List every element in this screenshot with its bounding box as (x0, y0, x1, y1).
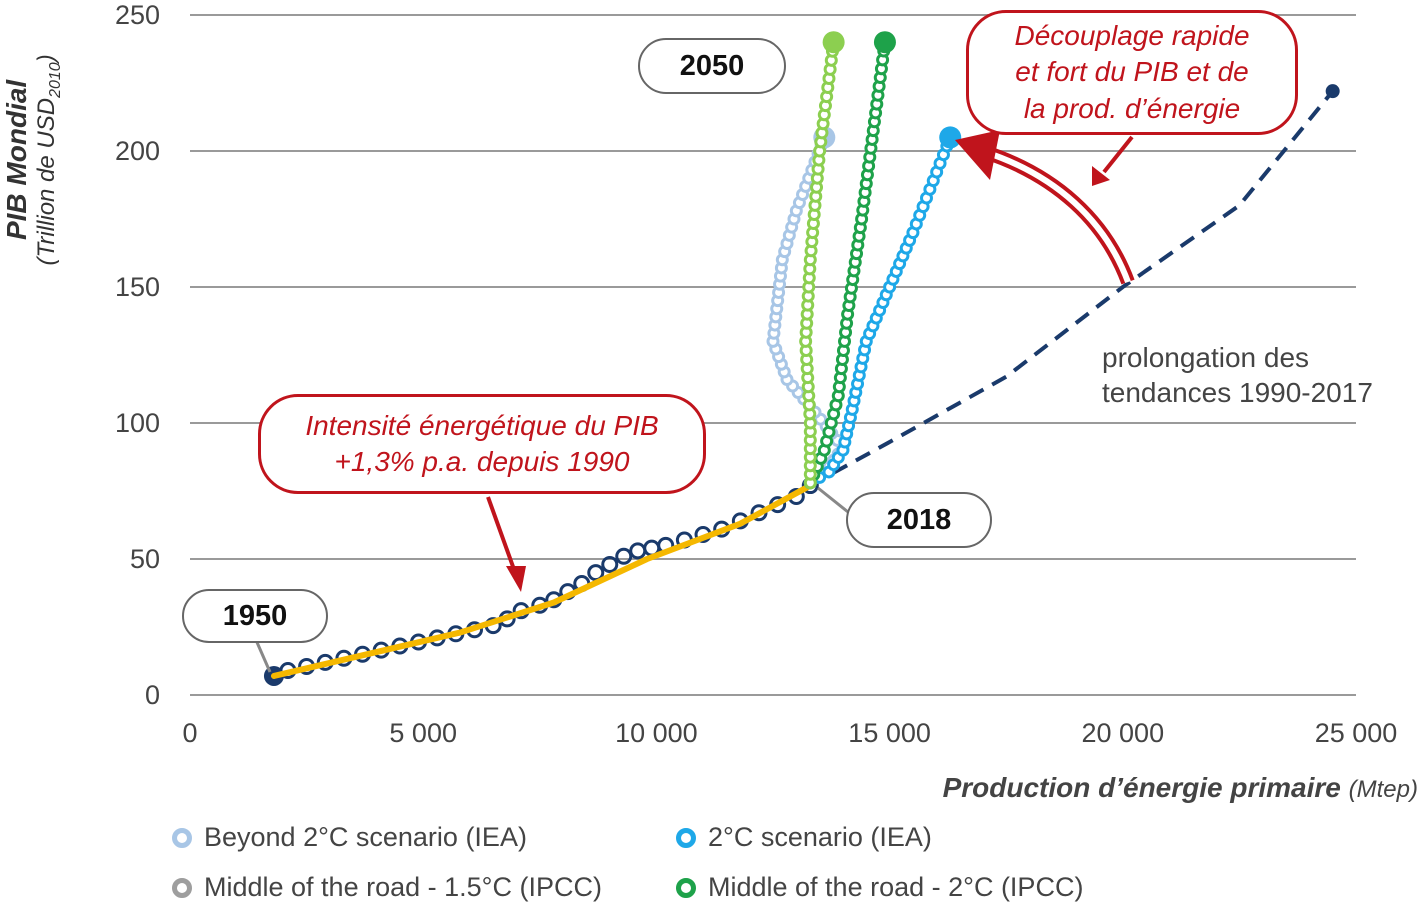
connector-2018 (817, 486, 849, 514)
legend-item-mor-15c: Middle of the road - 1.5°C (IPCC) (172, 872, 602, 903)
series-7 (799, 31, 845, 490)
y-tick-label: 100 (115, 408, 160, 438)
x-axis-title: Production d’énergie primaire (Mtep) (943, 772, 1418, 804)
decoupling-arrow-line (1102, 135, 1134, 174)
x-axis-label: Production d’énergie primaire (942, 772, 1341, 803)
data-point (629, 542, 647, 560)
x-tick-labels: 0 5 000 10 000 15 000 20 000 25 000 (182, 718, 1397, 748)
data-point-end (939, 126, 962, 149)
legend-item-mor-2c: Middle of the road - 2°C (IPCC) (676, 872, 1083, 903)
y-tick-labels: 0 50 100 150 200 250 (115, 0, 160, 710)
intensity-arrow-line (486, 496, 518, 576)
series-1 (270, 482, 814, 679)
x-tick-label: 5 000 (389, 718, 457, 748)
y-axis-label: PIB Mondial (1, 79, 33, 241)
projection-end-point (1325, 84, 1340, 99)
series-4 (803, 126, 962, 490)
y-tick-label: 50 (130, 544, 160, 574)
legend-label: Middle of the road - 1.5°C (IPCC) (204, 872, 602, 902)
prolong-line2: tendances 1990-2017 (1102, 377, 1373, 408)
decoupling-line1: Découplage rapide (1014, 19, 1250, 51)
data-point-end (873, 31, 896, 54)
decoupling-arrow-head (1092, 166, 1110, 186)
projection-line (809, 89, 1335, 488)
intensity-arrow-head (506, 566, 526, 592)
data-point (587, 564, 605, 582)
legend-dot-icon (172, 877, 192, 898)
series-0 (263, 477, 819, 686)
y-tick-label: 250 (115, 0, 160, 30)
big-arrow-head (955, 130, 1000, 180)
prolongation-note: prolongation des tendances 1990-2017 (1102, 340, 1373, 410)
prolong-line1: prolongation des (1102, 342, 1310, 373)
year-1950-label: 1950 (182, 589, 328, 643)
legend-label: Middle of the road - 2°C (IPCC) (708, 872, 1084, 902)
decoupling-callout: Découplage rapide et fort du PIB et de l… (966, 10, 1298, 135)
y-tick-label: 150 (115, 272, 160, 302)
x-axis-unit: (Mtep) (1348, 776, 1418, 803)
x-tick-label: 0 (182, 718, 197, 748)
annotation-arrows (254, 130, 1135, 673)
legend-item-beyond-2c: Beyond 2°C scenario (IEA) (172, 822, 527, 853)
legend-label: Beyond 2°C scenario (IEA) (204, 822, 527, 852)
y-axis-unit: (Trillion de USD2010) (33, 54, 64, 266)
legend-dot-icon (676, 877, 696, 898)
legend-dot-icon (676, 827, 696, 848)
y-tick-label: 0 (145, 680, 160, 710)
intensity-callout: Intensité énergétique du PIB +1,3% p.a. … (258, 394, 706, 494)
data-point (615, 547, 633, 565)
x-tick-label: 20 000 (1082, 718, 1165, 748)
legend-item-2c-iea: 2°C scenario (IEA) (676, 822, 932, 853)
x-tick-label: 25 000 (1315, 718, 1398, 748)
y-tick-label: 200 (115, 136, 160, 166)
data-point (601, 555, 619, 573)
decoupling-line2: et fort du PIB et de (1015, 56, 1249, 88)
y-axis-title: PIB Mondial (Trillion de USD2010) (1, 15, 65, 305)
big-arrow-inner (984, 149, 1131, 284)
data-point-end (822, 31, 845, 54)
trend-line (270, 482, 814, 679)
series-2 (809, 84, 1340, 488)
x-tick-label: 15 000 (848, 718, 931, 748)
legend-label: 2°C scenario (IEA) (708, 822, 932, 852)
intensity-line1: Intensité énergétique du PIB (305, 409, 659, 441)
intensity-line2: +1,3% p.a. depuis 1990 (334, 446, 630, 477)
year-2018-label: 2018 (846, 492, 992, 548)
connector-1950 (254, 639, 272, 673)
series-layer (263, 31, 1340, 686)
x-tick-label: 10 000 (615, 718, 698, 748)
legend-dot-icon (172, 827, 192, 848)
decoupling-line3: la prod. d’énergie (1023, 92, 1241, 124)
year-2050-label: 2050 (638, 38, 786, 94)
